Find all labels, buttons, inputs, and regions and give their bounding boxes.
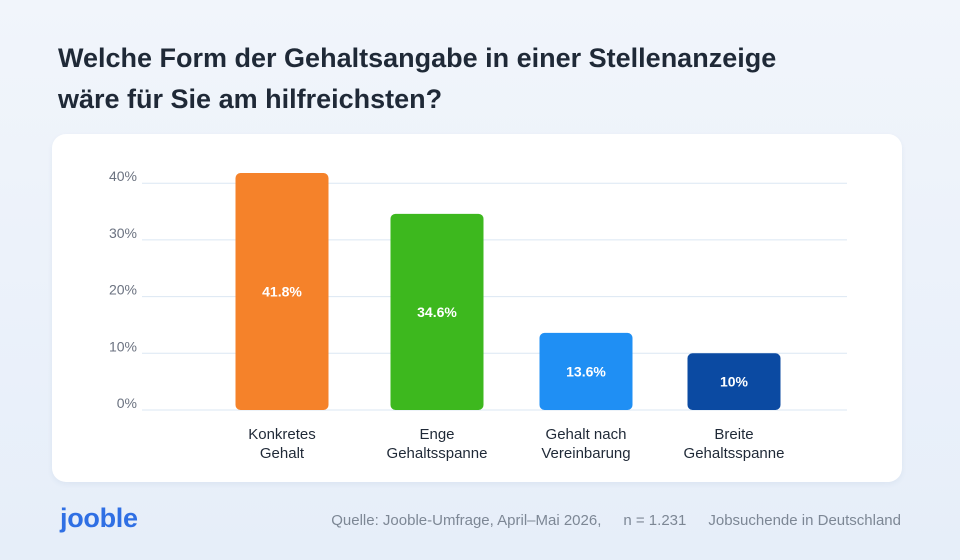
y-tick-label: 20% bbox=[109, 282, 137, 298]
y-tick-label: 0% bbox=[117, 395, 137, 411]
bar-value-label: 10% bbox=[720, 374, 749, 390]
x-category-label: Enge bbox=[419, 426, 454, 443]
x-category-label: Gehalt bbox=[260, 445, 305, 462]
x-category-label: Gehaltsspanne bbox=[387, 445, 488, 462]
chart-title-line-2: wäre für Sie am hilfreichsten? bbox=[58, 84, 443, 114]
chart-title: Welche Form der Gehaltsangabe in einer S… bbox=[58, 38, 918, 120]
x-category-label: Gehaltsspanne bbox=[684, 445, 785, 462]
source-text: Quelle: Jooble-Umfrage, April–Mai 2026, bbox=[331, 512, 602, 529]
bar-value-label: 41.8% bbox=[262, 283, 302, 299]
bar-value-label: 13.6% bbox=[566, 363, 606, 379]
bar-value-label: 34.6% bbox=[417, 304, 457, 320]
bar-chart: 0% 10% 20% 30% 40% 41.8% Konkretes Gehalt 34.6% E… bbox=[109, 168, 847, 462]
chart-card: 0% 10% 20% 30% 40% 41.8% Konkretes Gehalt 34.6% E… bbox=[52, 134, 902, 482]
x-category-label: Konkretes bbox=[248, 426, 316, 443]
y-tick-label: 40% bbox=[109, 168, 137, 184]
sample-size: n = 1.231 bbox=[623, 512, 687, 529]
footer-meta: Quelle: Jooble-Umfrage, April–Mai 2026, … bbox=[331, 512, 901, 529]
x-category-label: Breite bbox=[714, 426, 753, 443]
chart-title-line-1: Welche Form der Gehaltsangabe in einer S… bbox=[58, 43, 777, 73]
bar bbox=[687, 353, 781, 410]
jooble-logo: jooble bbox=[60, 503, 138, 533]
bar bbox=[390, 213, 484, 410]
y-tick-label: 10% bbox=[109, 338, 137, 354]
bar bbox=[235, 172, 329, 410]
x-category-label: Gehalt nach bbox=[546, 426, 627, 443]
bar bbox=[539, 332, 633, 410]
population-text: Jobsuchende in Deutschland bbox=[708, 512, 901, 529]
x-category-label: Vereinbarung bbox=[541, 445, 630, 462]
y-tick-label: 30% bbox=[109, 225, 137, 241]
